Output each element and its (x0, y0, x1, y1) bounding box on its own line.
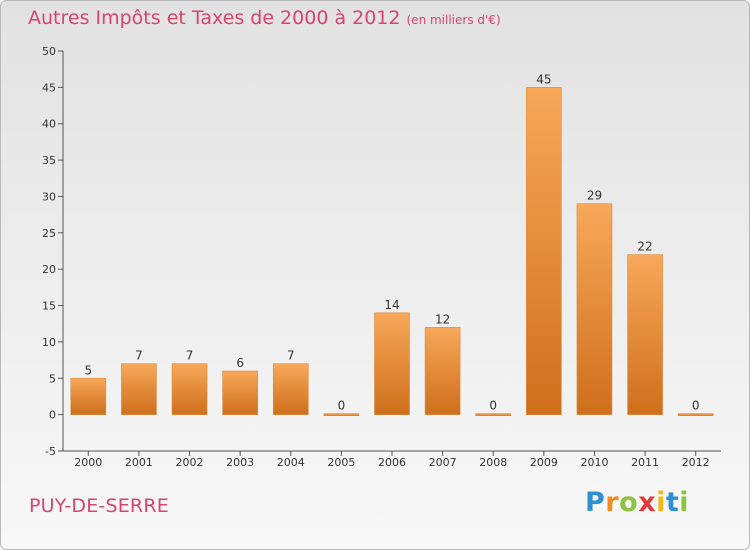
bar (70, 377, 107, 415)
chart-unit: (en milliers d'€) (406, 13, 501, 27)
x-tick-label: 2009 (530, 456, 558, 469)
y-tick-label: -5 (45, 445, 56, 458)
data-label: 7 (287, 349, 295, 363)
bar (171, 363, 208, 415)
bar (222, 370, 258, 415)
chart-title-text: Autres Impôts et Taxes de 2000 à 2012 (28, 7, 401, 29)
bar (424, 327, 461, 415)
bar (627, 254, 663, 415)
data-label: 7 (135, 349, 143, 363)
data-label: 7 (186, 349, 194, 363)
x-tick-label: 2004 (277, 456, 305, 469)
data-label: 0 (489, 399, 497, 413)
x-tick-label: 2005 (327, 456, 355, 469)
logo-letter: x (638, 487, 657, 518)
x-tick-label: 2001 (125, 456, 153, 469)
logo-letter: r (605, 487, 620, 518)
data-label: 12 (435, 312, 450, 326)
data-label: 6 (236, 356, 244, 370)
bar (121, 363, 157, 415)
y-tick-label: 40 (42, 118, 56, 131)
y-tick-label: 20 (42, 263, 56, 276)
logo-letter: P (585, 487, 606, 518)
proxiti-logo: Proxiti (585, 487, 689, 518)
x-tick-label: 2006 (378, 456, 406, 469)
data-label: 0 (692, 399, 700, 413)
y-tick-label: 25 (42, 227, 56, 240)
y-tick-label: 10 (42, 336, 56, 349)
x-tick-label: 2011 (631, 456, 659, 469)
logo-letter: t (665, 487, 680, 518)
x-tick-label: 2008 (479, 456, 507, 469)
data-label: 14 (384, 298, 399, 312)
y-tick-label: 50 (42, 45, 56, 58)
logo-letter: i (656, 487, 666, 518)
y-tick-label: 15 (42, 300, 56, 313)
y-tick-label: 35 (42, 154, 56, 167)
bar (323, 413, 360, 416)
data-label: 45 (536, 72, 551, 86)
bar (374, 312, 410, 415)
x-tick-label: 2000 (74, 456, 102, 469)
chart-title: Autres Impôts et Taxes de 2000 à 2012 (en… (28, 7, 501, 29)
bar (576, 203, 613, 415)
x-tick-label: 2002 (176, 456, 204, 469)
bar (526, 87, 562, 415)
y-tick-label: 30 (42, 190, 56, 203)
data-label: 0 (338, 399, 346, 413)
x-tick-label: 2007 (429, 456, 457, 469)
commune-name: PUY-DE-SERRE (29, 495, 169, 517)
x-tick-label: 2012 (682, 456, 710, 469)
logo-letter: o (619, 487, 639, 518)
y-tick-label: 45 (42, 81, 56, 94)
data-label: 22 (637, 240, 652, 254)
x-tick-label: 2010 (580, 456, 608, 469)
y-tick-label: 0 (49, 409, 56, 422)
bar (475, 413, 512, 416)
x-tick-label: 2003 (226, 456, 254, 469)
bar (677, 413, 714, 416)
bar (272, 363, 309, 415)
y-tick-label: 5 (49, 372, 56, 385)
data-label: 29 (587, 189, 602, 203)
data-label: 5 (84, 363, 92, 377)
logo-letter: i (679, 487, 690, 518)
